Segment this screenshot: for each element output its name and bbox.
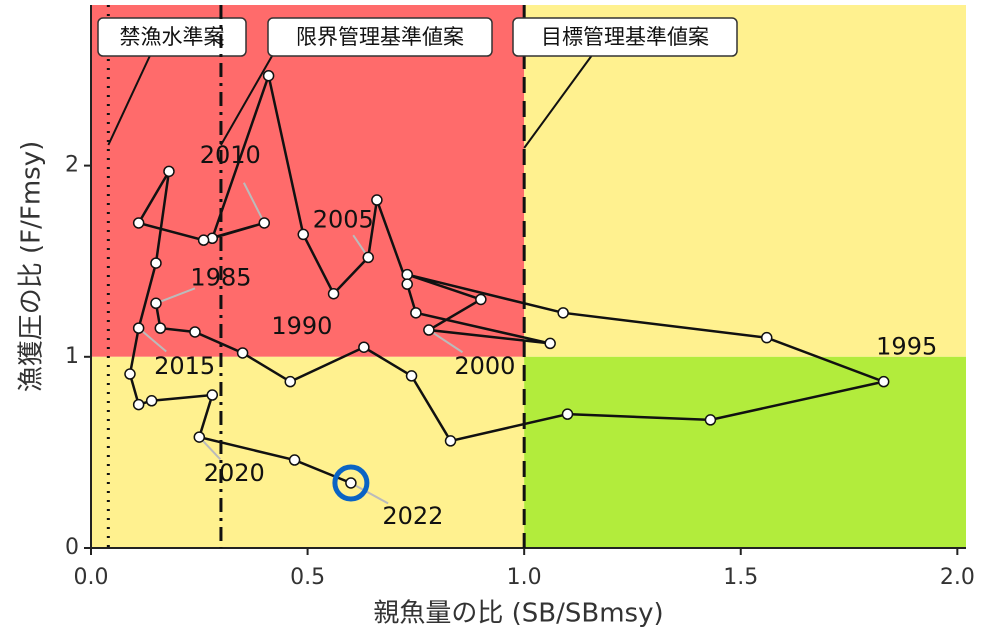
point — [345, 477, 357, 489]
point — [401, 268, 413, 281]
y-tick-label: 1 — [65, 344, 79, 369]
label-leader — [138, 327, 167, 353]
trajectory — [128, 71, 889, 485]
year-label: 1985 — [190, 263, 251, 291]
point — [358, 341, 370, 353]
year-label: 2022 — [382, 502, 443, 530]
reference-label: 目標管理基準値案 — [541, 25, 709, 49]
point — [150, 297, 162, 310]
point — [297, 228, 310, 241]
point — [444, 435, 457, 447]
point — [544, 337, 556, 350]
year-label: 2010 — [200, 141, 261, 169]
point — [371, 194, 383, 206]
point — [154, 322, 167, 334]
label-leader — [350, 482, 389, 505]
reference-box — [512, 17, 738, 57]
reference-label: 限界管理基準値案 — [296, 25, 464, 49]
year-label: 2000 — [454, 352, 515, 380]
reference-leader — [107, 55, 151, 146]
point — [206, 389, 219, 401]
highlight-ring — [332, 464, 370, 502]
y-tick-label: 0 — [65, 535, 79, 560]
reference-box — [267, 17, 493, 57]
reference-leader — [220, 55, 273, 146]
point — [262, 69, 275, 82]
year-label: 2005 — [313, 205, 374, 233]
point — [145, 395, 158, 407]
point — [557, 307, 569, 319]
point — [132, 398, 145, 411]
y-tick-label: 2 — [65, 153, 79, 178]
reference-label: 禁漁水準案 — [120, 25, 225, 49]
point — [150, 257, 162, 269]
x-axis-title: 親魚量の比 (SB/SBmsy) — [373, 599, 663, 629]
point — [561, 408, 574, 420]
y-axis-title: 漁獲圧の比 (F/Fmsy) — [17, 141, 47, 392]
point — [327, 287, 340, 300]
year-label: 1990 — [271, 312, 332, 340]
point — [163, 165, 175, 178]
x-tick-label: 1.5 — [723, 565, 758, 590]
label-leader — [155, 287, 196, 305]
point — [401, 278, 413, 290]
point — [877, 375, 890, 388]
x-tick-label: 1.0 — [507, 565, 542, 590]
reference-leader — [523, 55, 593, 149]
point — [193, 431, 206, 443]
point — [423, 324, 435, 336]
point — [475, 293, 487, 306]
zone — [524, 356, 966, 548]
point — [284, 375, 297, 388]
point — [288, 454, 301, 466]
point — [124, 368, 136, 380]
point — [258, 217, 271, 229]
zone — [524, 5, 966, 357]
point — [760, 331, 773, 344]
zone — [91, 356, 525, 548]
point — [405, 370, 418, 382]
year-label: 2020 — [204, 459, 265, 487]
label-leader — [428, 329, 464, 354]
point — [410, 307, 422, 319]
point — [362, 251, 374, 264]
point — [704, 414, 717, 426]
year-label: 2015 — [154, 352, 215, 380]
point — [236, 347, 249, 359]
year-label: 1995 — [876, 333, 937, 361]
x-tick-label: 0.0 — [74, 565, 109, 590]
point — [197, 234, 210, 246]
x-tick-label: 0.5 — [290, 565, 325, 590]
x-tick-label: 2.0 — [940, 565, 975, 590]
point — [132, 322, 145, 334]
label-leader — [242, 182, 266, 224]
point — [189, 326, 201, 338]
reference-box — [97, 17, 247, 57]
point — [132, 217, 145, 229]
